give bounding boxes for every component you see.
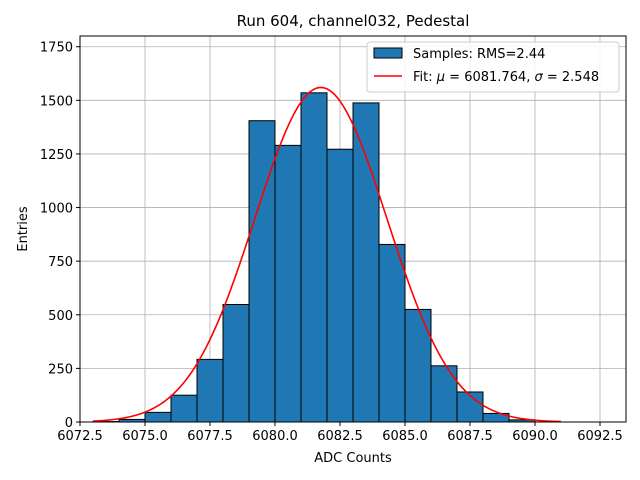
y-tick-label: 250 bbox=[48, 362, 73, 377]
x-axis-ticks: 6072.5 6075.0 6077.5 6080.0 6082.5 6085.0 6087… bbox=[57, 422, 623, 444]
legend-fit-mu-text: = 6081.764, bbox=[445, 70, 534, 85]
y-tick-label: 500 bbox=[48, 309, 73, 324]
x-tick-label: 6085.0 bbox=[382, 429, 428, 444]
y-tick-label: 1250 bbox=[40, 148, 73, 163]
histogram-bar bbox=[352, 102, 380, 423]
histogram-bar bbox=[248, 120, 276, 423]
histogram-bar bbox=[300, 92, 328, 423]
x-tick-label: 6082.5 bbox=[317, 429, 363, 444]
y-tick-label: 1750 bbox=[40, 41, 73, 56]
legend-fit-prefix: Fit: bbox=[413, 70, 437, 85]
histogram-bars bbox=[92, 92, 536, 423]
legend-fit-mu-symbol: μ bbox=[436, 70, 445, 85]
x-axis-label: ADC Counts bbox=[314, 451, 392, 466]
x-tick-label: 6087.5 bbox=[447, 429, 493, 444]
histogram-bar bbox=[378, 243, 406, 423]
x-tick-label: 6090.0 bbox=[512, 429, 558, 444]
x-tick-label: 6075.0 bbox=[122, 429, 168, 444]
y-tick-label: 750 bbox=[48, 255, 73, 270]
legend-fit-sigma-text: = 2.548 bbox=[543, 70, 599, 85]
histogram-bar bbox=[144, 411, 172, 423]
histogram-bar bbox=[222, 303, 250, 423]
chart-title: Run 604, channel032, Pedestal bbox=[237, 12, 470, 30]
fit-curve bbox=[92, 86, 562, 423]
legend-histogram-label: Samples: RMS=2.44 bbox=[413, 47, 545, 62]
y-tick-label: 0 bbox=[65, 416, 73, 431]
legend-fit-sigma-symbol: σ bbox=[535, 70, 544, 85]
histogram-bar bbox=[170, 394, 198, 423]
y-axis-ticks: 0 250 500 750 1000 1250 1500 1750 bbox=[40, 41, 80, 431]
x-tick-label: 6072.5 bbox=[57, 429, 103, 444]
histogram-bar bbox=[326, 148, 354, 423]
histogram-bar bbox=[196, 358, 224, 423]
y-axis-label: Entries bbox=[16, 206, 31, 252]
legend-box bbox=[366, 41, 620, 93]
x-tick-label: 6080.0 bbox=[252, 429, 298, 444]
histogram-bar bbox=[274, 144, 302, 423]
y-tick-label: 1000 bbox=[40, 202, 73, 217]
x-tick-label: 6077.5 bbox=[187, 429, 233, 444]
histogram-bar bbox=[404, 308, 432, 423]
fit-curve-group bbox=[92, 86, 562, 423]
legend-histogram-swatch bbox=[373, 47, 403, 59]
x-tick-label: 6092.5 bbox=[577, 429, 623, 444]
legend-fit-label: Fit: μ = 6081.764, σ = 2.548 bbox=[413, 70, 599, 85]
y-tick-label: 1500 bbox=[40, 94, 73, 109]
histogram-bar bbox=[430, 365, 458, 423]
plot-frame bbox=[79, 35, 627, 423]
legend: Samples: RMS=2.44 Fit: μ = 6081.764, σ =… bbox=[366, 41, 620, 93]
